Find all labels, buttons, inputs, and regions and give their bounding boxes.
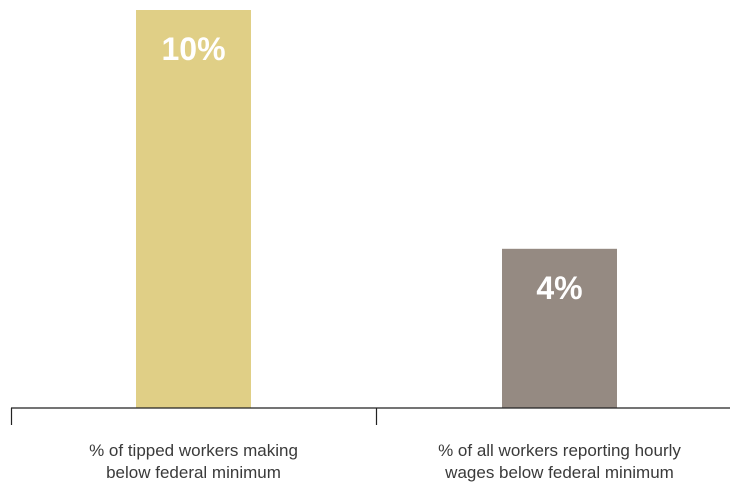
category-label-1: % of tipped workers making below federal … <box>89 441 298 482</box>
category-label-1-line-2: below federal minimum <box>106 463 281 482</box>
category-label-1-line-1: % of tipped workers making <box>89 441 298 460</box>
category-label-2: % of all workers reporting hourly wages b… <box>438 441 681 482</box>
bar-1 <box>136 10 251 408</box>
category-label-2-line-2: wages below federal minimum <box>444 463 674 482</box>
category-labels: % of tipped workers making below federal … <box>89 441 681 482</box>
bar-2-value-label: 4% <box>536 270 582 306</box>
category-label-2-line-1: % of all workers reporting hourly <box>438 441 681 460</box>
bars-layer: 10% 4% <box>136 10 617 408</box>
bar-1-value-label: 10% <box>161 31 225 67</box>
x-axis <box>11 408 730 425</box>
